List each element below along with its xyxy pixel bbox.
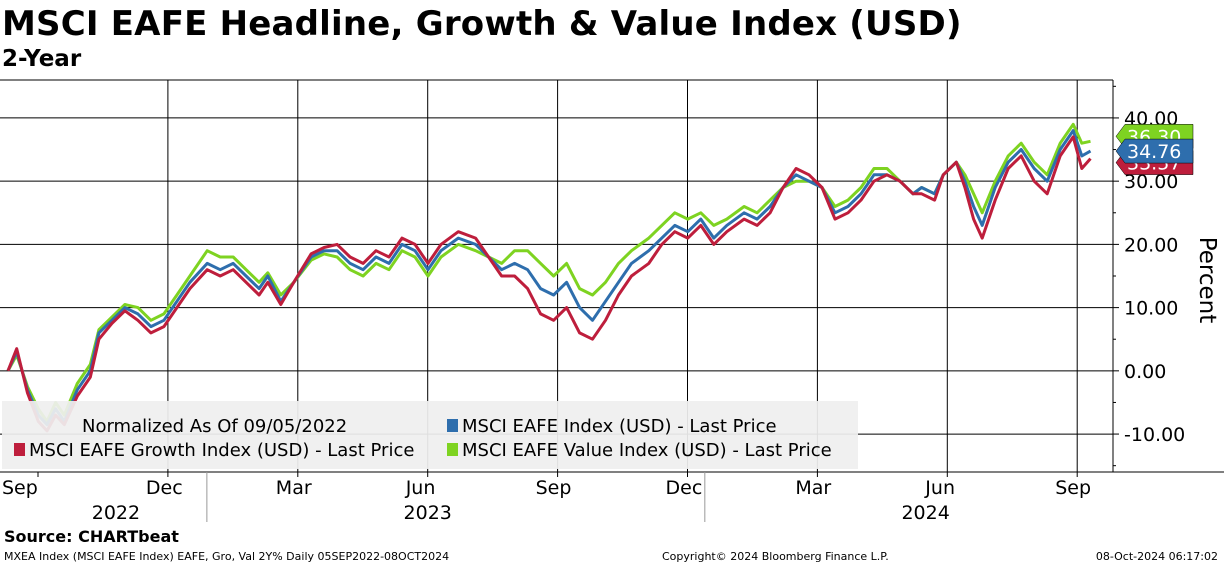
series-lines — [6, 122, 1092, 433]
footer-timestamp: 08-Oct-2024 06:17:02 — [1095, 550, 1218, 563]
x-tick-label: Dec — [666, 477, 703, 499]
series-line-value — [6, 122, 1091, 423]
legend-swatch-value — [447, 443, 458, 456]
chart-title: MSCI EAFE Headline, Growth & Value Index… — [2, 4, 962, 44]
legend-label-growth: MSCI EAFE Growth Index (USD) - Last Pric… — [29, 440, 414, 461]
legend-note: Normalized As Of 09/05/2022 — [82, 416, 347, 437]
series-line-growth — [6, 135, 1092, 433]
legend-label-value: MSCI EAFE Value Index (USD) - Last Price — [462, 440, 832, 461]
legend-swatch-headline — [447, 419, 458, 432]
series-line-headline — [6, 129, 1092, 427]
x-tick-label: Sep — [536, 477, 572, 499]
legend-swatch-growth — [14, 443, 25, 456]
last-value-tag-headline — [1115, 138, 1194, 164]
last-value-label-headline: 34.76 — [1127, 141, 1181, 163]
legend-label-headline: MSCI EAFE Index (USD) - Last Price — [462, 416, 777, 437]
y-axis-label: Percent — [1194, 237, 1220, 324]
source-note: Source: CHARTbeat — [4, 527, 179, 546]
chart-subtitle: 2-Year — [2, 46, 82, 72]
year-label: 2024 — [901, 502, 949, 524]
x-tick-label: Mar — [795, 477, 831, 499]
y-tick-label: 30.00 — [1124, 171, 1178, 193]
x-tick-label: Dec — [146, 477, 183, 499]
year-label: 2022 — [92, 502, 140, 524]
year-label: 2023 — [404, 502, 452, 524]
x-tick-label: Sep — [2, 477, 38, 499]
x-tick-label: Jun — [405, 477, 436, 499]
legend: Normalized As Of 09/05/2022 MSCI EAFE Ind… — [2, 401, 858, 469]
x-tick-label: Jun — [924, 477, 955, 499]
legend-box — [2, 401, 858, 469]
x-tick-label: Mar — [276, 477, 312, 499]
y-tick-label: 10.00 — [1124, 298, 1178, 320]
footer-ticker: MXEA Index (MSCI EAFE Index) EAFE, Gro, … — [4, 550, 450, 563]
y-tick-label: -10.00 — [1124, 424, 1185, 446]
x-tick-label: Sep — [1055, 477, 1091, 499]
y-tick-label: 0.00 — [1124, 361, 1166, 383]
footer-copyright: Copyright© 2024 Bloomberg Finance L.P. — [662, 550, 889, 563]
y-tick-label: 20.00 — [1124, 234, 1178, 256]
